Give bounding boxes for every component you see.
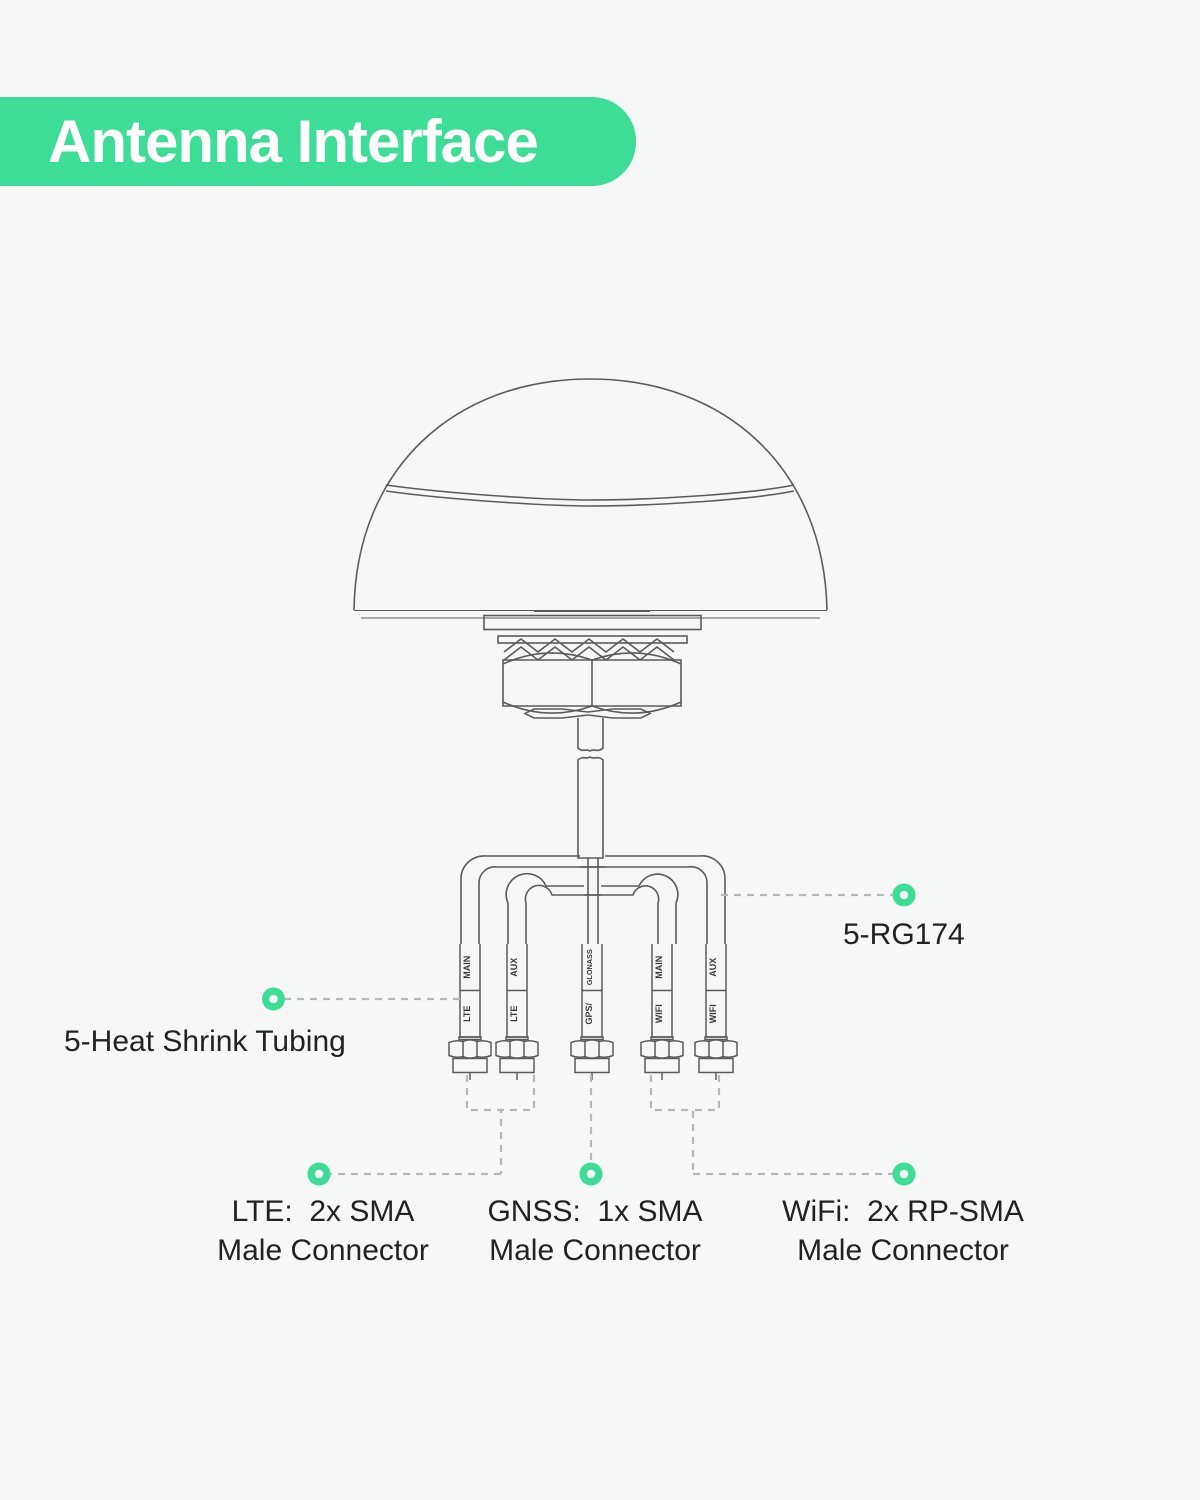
svg-text:AUX: AUX <box>509 958 519 977</box>
svg-text:MAIN: MAIN <box>654 956 664 979</box>
svg-text:WIFI: WIFI <box>654 1004 664 1023</box>
svg-text:GPS/: GPS/ <box>584 1003 594 1025</box>
svg-text:AUX: AUX <box>708 958 718 977</box>
svg-text:LTE: LTE <box>509 1006 519 1022</box>
svg-text:MAIN: MAIN <box>462 956 472 979</box>
svg-text:LTE: LTE <box>462 1006 472 1022</box>
svg-text:WIFI: WIFI <box>708 1004 718 1023</box>
svg-text:GLONASS: GLONASS <box>585 949 594 985</box>
